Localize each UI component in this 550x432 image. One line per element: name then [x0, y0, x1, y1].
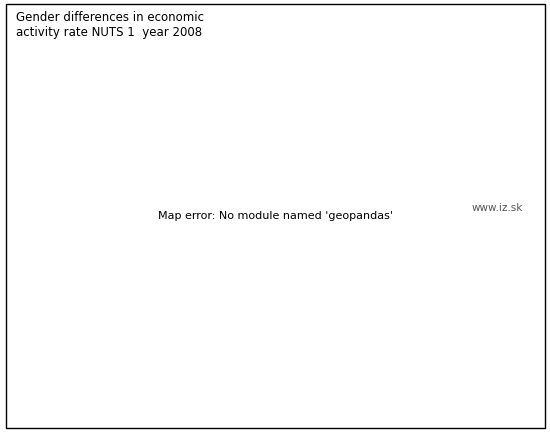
Text: www.iz.sk: www.iz.sk	[472, 203, 523, 213]
Text: Gender differences in economic
activity rate NUTS 1  year 2008: Gender differences in economic activity …	[16, 11, 204, 39]
Text: Map error: No module named 'geopandas': Map error: No module named 'geopandas'	[157, 211, 393, 221]
